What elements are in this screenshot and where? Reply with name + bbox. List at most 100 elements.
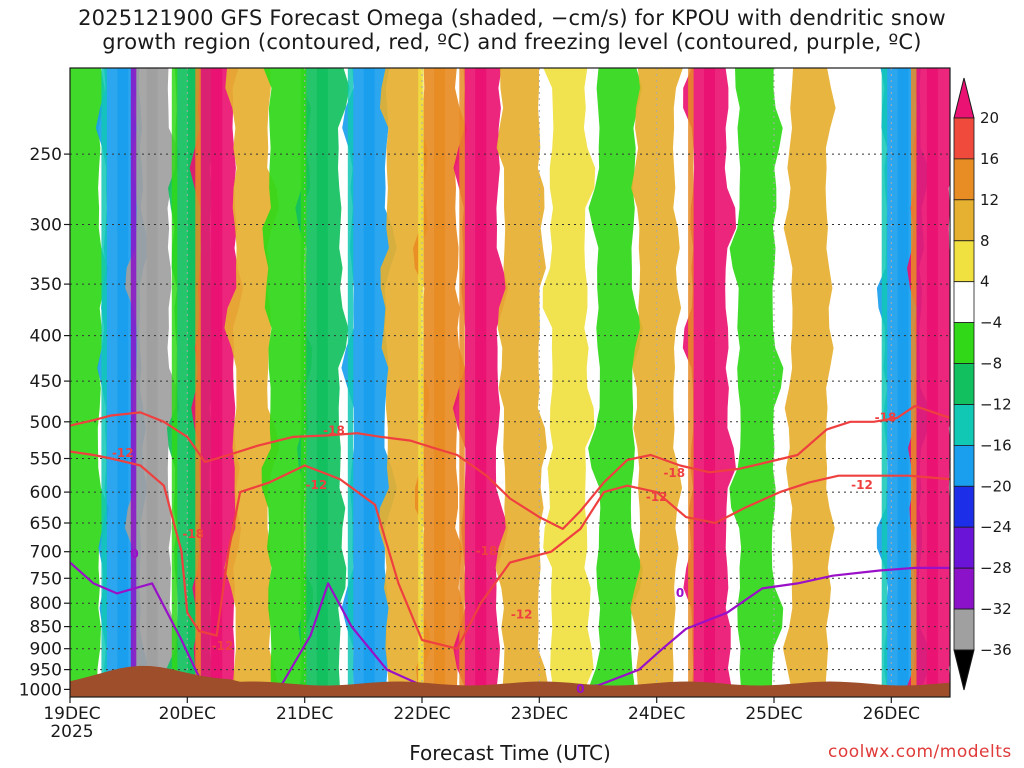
colorbar-label: −32 — [980, 600, 1012, 618]
colorbar-label: −12 — [980, 396, 1012, 414]
contour-labels: -18 -12 -12 -18 -12 -18 -12 -18 -12 -18 -12 0 0 0 — [112, 410, 896, 696]
omega-band-edge — [418, 68, 424, 697]
contour-label: -12 — [646, 490, 668, 504]
omega-band-core — [704, 68, 715, 697]
plot-frame — [69, 67, 951, 698]
contour-label: -12 — [306, 478, 328, 492]
colorbar-label: 4 — [980, 273, 990, 291]
dgz-contour-m18 — [70, 404, 950, 530]
colorbar-swatch — [953, 322, 975, 364]
contour-label: -18 — [323, 423, 345, 437]
y-tick-label: 950 — [30, 661, 62, 681]
colorbar-max-triangle — [953, 77, 975, 119]
contour-label: -12 — [851, 478, 873, 492]
colorbar-label: 16 — [980, 150, 999, 168]
omega-band-edge — [347, 68, 354, 697]
contour-label: -18 — [875, 410, 897, 424]
omega-band-core — [211, 68, 223, 697]
colorbar-swatch — [953, 240, 975, 283]
x-tick-label: 22DEC — [393, 704, 450, 724]
omega-shading — [70, 68, 950, 697]
y-tick-label: 300 — [30, 216, 62, 236]
x-tick-label: 20DEC — [159, 704, 216, 724]
x-year-label: 2025 — [50, 722, 93, 742]
y-tick-label: 800 — [30, 594, 62, 614]
x-tick-label: 23DEC — [511, 704, 568, 724]
omega-band-core — [316, 68, 328, 697]
x-tick-label: 25DEC — [745, 704, 802, 724]
omega-band — [70, 68, 109, 688]
plot-area — [70, 68, 950, 697]
contour-label: -12 — [112, 446, 134, 460]
colorbar-swatch — [953, 117, 975, 160]
omega-band-edge — [688, 68, 694, 697]
x-tick-label: 19DEC — [43, 704, 100, 724]
omega-band — [782, 68, 836, 688]
colorbar-label: 12 — [980, 191, 999, 209]
contour-label: -18 — [476, 544, 498, 558]
contour-label: 0 — [576, 682, 584, 696]
omega-band-core — [363, 68, 375, 697]
colorbar-swatch — [953, 404, 975, 446]
colorbar-label: −16 — [980, 436, 1012, 454]
colorbar-label: −8 — [980, 355, 1002, 373]
y-tick-label: 350 — [30, 275, 62, 295]
omega-band-core — [187, 68, 199, 697]
chart-title: 2025121900 GFS Forecast Omega (shaded, −… — [0, 6, 1024, 54]
omega-band-edge — [300, 68, 307, 697]
y-tick-label: 600 — [30, 483, 62, 503]
credit-link[interactable]: coolwx.com/modelts — [828, 742, 1012, 762]
y-tick-label: 400 — [30, 327, 62, 347]
omega-band-core — [434, 68, 446, 697]
omega-band-core — [475, 68, 487, 697]
colorbar-swatch — [953, 158, 975, 201]
y-tick-label: 1000 — [19, 680, 62, 700]
y-tick-label: 500 — [30, 413, 62, 433]
colorbar-label: −24 — [980, 518, 1012, 536]
chart-title-line-2: growth region (contoured, red, ºC) and f… — [102, 30, 922, 54]
omega-band — [729, 68, 784, 688]
x-tick-label: 26DEC — [863, 704, 920, 724]
omega-band — [495, 68, 549, 688]
y-tick-label: 850 — [30, 618, 62, 638]
colorbar-label: −28 — [980, 559, 1012, 577]
colorbar-label: 8 — [980, 232, 990, 250]
y-tick-label: 650 — [30, 514, 62, 534]
y-tick-label: 550 — [30, 450, 62, 470]
omega-band-edge — [101, 68, 107, 697]
omega-band — [542, 68, 596, 688]
omega-band — [630, 68, 683, 688]
omega-band-core — [146, 68, 158, 697]
colorbar-swatch — [953, 485, 975, 528]
y-tick-label: 750 — [30, 569, 62, 589]
x-tick-label: 24DEC — [628, 704, 685, 724]
colorbar-label: −20 — [980, 477, 1012, 495]
colorbar: 20 16 12 8 4 −4 −8 −12 −16 −20 −24 −28 −32 −36 — [953, 77, 1012, 691]
y-axis: 2503003504004505005506006507007508008509… — [19, 145, 70, 700]
omega-band-edge — [171, 68, 178, 697]
colorbar-swatch — [953, 363, 975, 405]
x-axis-label: Forecast Time (UTC) — [409, 741, 611, 765]
omega-band-edge — [195, 68, 201, 697]
x-axis: 19DEC 20DEC 21DEC 22DEC 23DEC 24DEC 25DEC 26DEC… — [43, 697, 920, 742]
colorbar-label: −4 — [980, 314, 1002, 332]
y-tick-label: 250 — [30, 145, 62, 165]
dgz-contour-m12 — [70, 450, 950, 650]
omega-band-edge — [911, 68, 917, 697]
contour-label: 0 — [130, 547, 138, 561]
contour-label: -18 — [182, 527, 204, 541]
colorbar-swatch — [953, 608, 975, 651]
terrain — [70, 665, 950, 697]
omega-band-core — [117, 68, 129, 697]
colorbar-label: −36 — [980, 641, 1012, 659]
contour-label: -18 — [663, 466, 685, 480]
chart-title-line-1: 2025121900 GFS Forecast Omega (shaded, −… — [78, 6, 946, 30]
y-tick-label: 900 — [30, 640, 62, 660]
x-tick-label: 21DEC — [276, 704, 333, 724]
colorbar-label: 20 — [980, 109, 999, 127]
colorbar-min-triangle — [953, 649, 975, 691]
contour-label: -12 — [511, 608, 533, 622]
colorbar-swatch — [953, 567, 975, 610]
colorbar-swatch — [953, 281, 975, 324]
